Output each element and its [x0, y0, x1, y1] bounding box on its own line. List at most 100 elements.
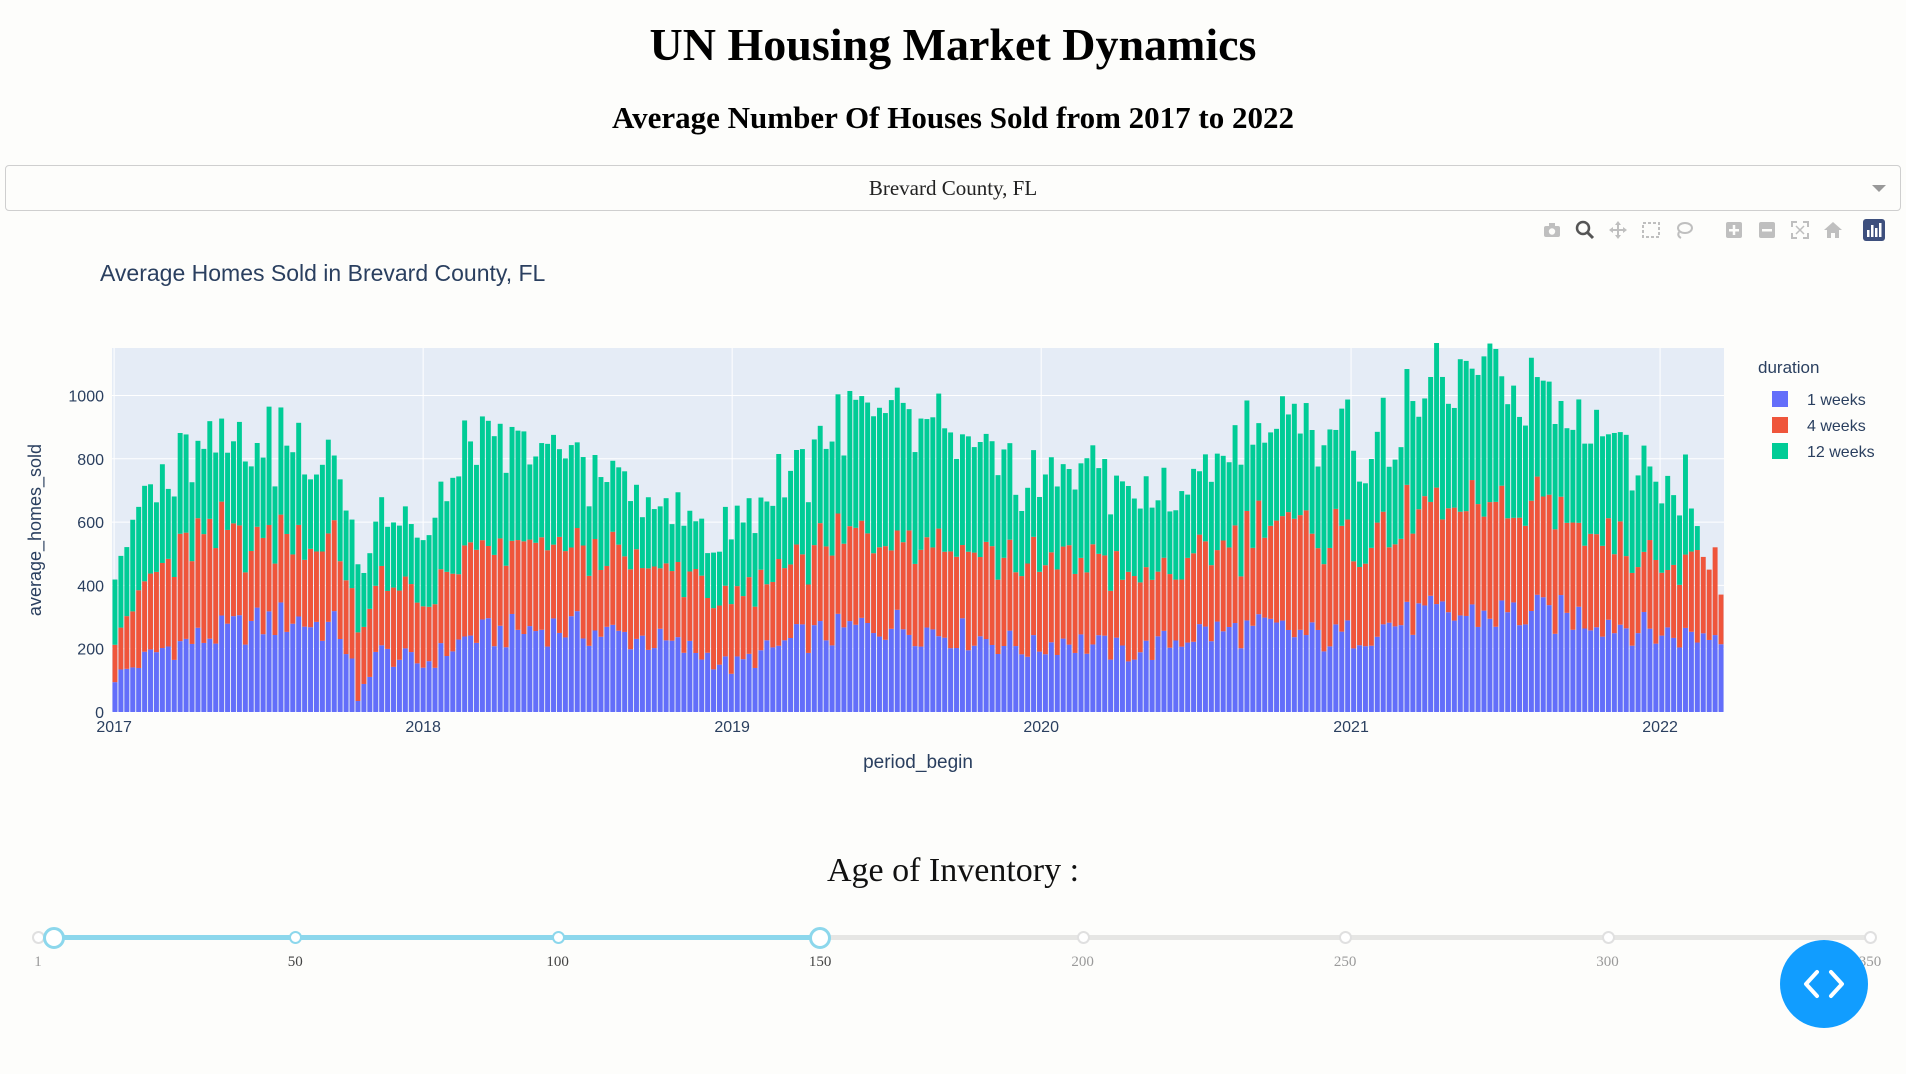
bar-segment-4-weeks[interactable] — [1635, 567, 1641, 634]
bar-segment-1-weeks[interactable] — [1605, 619, 1611, 712]
bar-segment-4-weeks[interactable] — [1108, 590, 1114, 660]
bar-segment-4-weeks[interactable] — [971, 552, 977, 646]
bar-segment-4-weeks[interactable] — [1671, 564, 1677, 638]
bar-segment-12-weeks[interactable] — [965, 436, 971, 552]
bar-segment-4-weeks[interactable] — [136, 590, 142, 668]
bar-segment-4-weeks[interactable] — [1718, 594, 1724, 645]
bar-segment-12-weeks[interactable] — [420, 540, 426, 607]
bar-segment-12-weeks[interactable] — [1428, 376, 1434, 502]
bar-segment-1-weeks[interactable] — [1540, 597, 1546, 712]
bar-segment-4-weeks[interactable] — [634, 549, 639, 639]
bar-segment-4-weeks[interactable] — [402, 576, 408, 649]
bar-segment-4-weeks[interactable] — [296, 524, 302, 617]
bar-segment-4-weeks[interactable] — [1090, 544, 1096, 645]
bar-segment-4-weeks[interactable] — [373, 585, 379, 652]
bar-segment-1-weeks[interactable] — [551, 618, 556, 712]
bar-segment-12-weeks[interactable] — [1528, 357, 1534, 501]
bar-segment-4-weeks[interactable] — [906, 530, 912, 635]
bar-segment-1-weeks[interactable] — [752, 667, 758, 712]
bar-segment-4-weeks[interactable] — [717, 605, 722, 665]
county-dropdown[interactable]: Brevard County, FL — [5, 165, 1901, 211]
bar-segment-4-weeks[interactable] — [1072, 573, 1078, 653]
bar-segment-1-weeks[interactable] — [1048, 642, 1054, 712]
bar-segment-4-weeks[interactable] — [746, 577, 752, 654]
bar-segment-4-weeks[interactable] — [1428, 501, 1434, 596]
bar-segment-1-weeks[interactable] — [136, 667, 142, 712]
bar-segment-12-weeks[interactable] — [503, 472, 509, 566]
bar-segment-12-weeks[interactable] — [1321, 445, 1327, 565]
bar-segment-12-weeks[interactable] — [1031, 450, 1037, 537]
bar-segment-1-weeks[interactable] — [1528, 610, 1534, 712]
bar-segment-12-weeks[interactable] — [361, 572, 367, 627]
bar-segment-4-weeks[interactable] — [177, 533, 183, 642]
bar-segment-1-weeks[interactable] — [1469, 604, 1475, 712]
bar-segment-12-weeks[interactable] — [568, 445, 574, 548]
bar-segment-12-weeks[interactable] — [1285, 414, 1291, 513]
slider-mark-dot[interactable] — [551, 931, 565, 944]
bar-segment-12-weeks[interactable] — [118, 555, 124, 628]
bar-segment-1-weeks[interactable] — [1440, 601, 1445, 712]
bar-segment-12-weeks[interactable] — [349, 519, 355, 589]
bar-segment-4-weeks[interactable] — [616, 544, 622, 631]
bar-segment-12-weeks[interactable] — [485, 420, 491, 546]
bar-segment-12-weeks[interactable] — [1523, 425, 1528, 526]
legend-item-label[interactable]: 4 weeks — [1807, 418, 1866, 435]
bar-segment-12-weeks[interactable] — [1534, 377, 1540, 477]
bar-segment-12-weeks[interactable] — [171, 496, 177, 577]
bar-segment-12-weeks[interactable] — [1416, 416, 1422, 510]
bar-segment-1-weeks[interactable] — [1374, 636, 1380, 712]
bar-segment-12-weeks[interactable] — [794, 449, 799, 545]
bar-segment-1-weeks[interactable] — [485, 618, 491, 712]
bar-segment-4-weeks[interactable] — [859, 520, 865, 618]
bar-segment-1-weeks[interactable] — [770, 647, 776, 712]
bar-segment-4-weeks[interactable] — [545, 550, 551, 647]
bar-segment-12-weeks[interactable] — [266, 406, 272, 525]
bar-segment-1-weeks[interactable] — [853, 624, 859, 712]
bar-segment-12-weeks[interactable] — [717, 551, 722, 606]
bar-segment-1-weeks[interactable] — [1280, 620, 1285, 712]
bar-segment-4-weeks[interactable] — [770, 581, 776, 648]
bar-segment-1-weeks[interactable] — [1173, 640, 1179, 712]
bar-segment-4-weeks[interactable] — [711, 608, 716, 670]
bar-segment-4-weeks[interactable] — [1202, 541, 1208, 627]
bar-segment-4-weeks[interactable] — [882, 546, 888, 640]
bar-segment-1-weeks[interactable] — [847, 621, 853, 712]
bar-segment-1-weeks[interactable] — [805, 652, 811, 712]
bar-segment-1-weeks[interactable] — [1457, 615, 1463, 712]
bar-segment-12-weeks[interactable] — [213, 452, 219, 549]
bar-segment-1-weeks[interactable] — [545, 646, 551, 712]
bar-segment-12-weeks[interactable] — [450, 477, 456, 574]
bar-segment-4-weeks[interactable] — [1647, 540, 1653, 629]
bar-segment-4-weeks[interactable] — [142, 581, 148, 652]
bar-segment-1-weeks[interactable] — [1013, 646, 1019, 712]
bar-segment-4-weeks[interactable] — [1700, 556, 1706, 634]
bar-segment-12-weeks[interactable] — [1511, 385, 1517, 518]
bar-segment-4-weeks[interactable] — [1605, 518, 1611, 620]
bar-segment-1-weeks[interactable] — [651, 648, 657, 712]
bar-segment-1-weeks[interactable] — [900, 629, 906, 712]
bar-segment-12-weeks[interactable] — [1357, 481, 1362, 567]
bar-segment-12-weeks[interactable] — [1623, 434, 1629, 557]
reset-axes-icon[interactable] — [1821, 218, 1845, 242]
bar-segment-1-weeks[interactable] — [272, 635, 278, 712]
bar-segment-12-weeks[interactable] — [918, 418, 924, 550]
bar-segment-12-weeks[interactable] — [782, 497, 788, 569]
bar-segment-12-weeks[interactable] — [681, 525, 687, 598]
bar-segment-12-weeks[interactable] — [1114, 475, 1119, 552]
bar-segment-12-weeks[interactable] — [491, 436, 497, 555]
bar-segment-12-weeks[interactable] — [776, 453, 782, 560]
bar-segment-12-weeks[interactable] — [325, 439, 331, 534]
bar-segment-1-weeks[interactable] — [296, 616, 302, 712]
bar-segment-1-weeks[interactable] — [782, 640, 788, 712]
bar-segment-4-weeks[interactable] — [1285, 512, 1291, 630]
bar-segment-1-weeks[interactable] — [1102, 635, 1108, 712]
bar-segment-12-weeks[interactable] — [159, 464, 165, 563]
bar-segment-1-weeks[interactable] — [663, 640, 669, 712]
bar-segment-12-weeks[interactable] — [1309, 430, 1315, 534]
bar-segment-1-weeks[interactable] — [645, 649, 651, 712]
bar-segment-1-weeks[interactable] — [426, 661, 432, 712]
bar-segment-1-weeks[interactable] — [479, 619, 485, 712]
bar-segment-1-weeks[interactable] — [474, 642, 479, 712]
bar-segment-4-weeks[interactable] — [705, 598, 711, 653]
bar-segment-1-weeks[interactable] — [912, 646, 918, 712]
